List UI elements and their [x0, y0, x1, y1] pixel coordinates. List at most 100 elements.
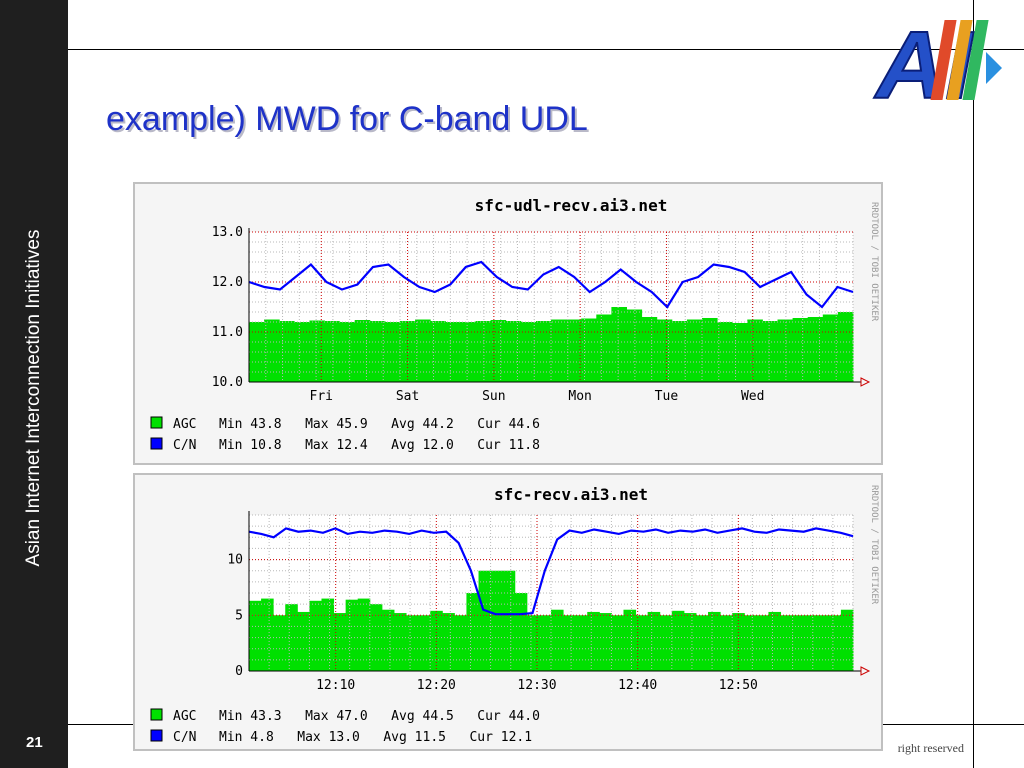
x-tick-label: 12:40 [618, 678, 657, 693]
agc-area-bar [442, 613, 455, 671]
legend-series-name: C/N [173, 438, 196, 453]
agc-area-bar [339, 322, 356, 382]
copyright-notice: right reserved [897, 741, 964, 755]
agc-area-bar [393, 613, 407, 671]
agc-area-bar [635, 615, 649, 671]
agc-area-bar [804, 615, 818, 671]
agc-area-bar [656, 319, 673, 382]
rrd-graph-recv: 0 5 10 12:10 12:20 12:30 12:40 12:50 sfc-recv.ai… [133, 473, 883, 751]
agc-area-bar [747, 319, 763, 382]
legend-swatch [150, 729, 163, 742]
y-tick-label: 13.0 [212, 225, 243, 240]
agc-area-bar [623, 609, 637, 671]
agc-area-bar [381, 609, 395, 671]
right-rule [973, 0, 974, 768]
agc-area-bar [686, 319, 703, 382]
legend-swatch [150, 708, 163, 721]
agc-area-bar [671, 321, 688, 382]
agc-area-bar [828, 615, 842, 671]
agc-area-bar [611, 615, 624, 671]
sidebar: Asian Internet Interconnection Initiativ… [0, 0, 68, 768]
agc-area-bar [732, 323, 748, 382]
x-tick-label: Tue [655, 389, 679, 404]
page-number: 21 [26, 734, 43, 751]
x-tick-label: Wed [741, 389, 764, 404]
cn-line [248, 527, 854, 616]
rrdtool-watermark: RRDTOOL / TOBI OETIKER [869, 202, 879, 322]
agc-area-bar [647, 611, 661, 671]
chart-title: sfc-recv.ai3.net [494, 485, 648, 504]
x-tick-label: Mon [568, 389, 591, 404]
y-tick-label: 10.0 [212, 375, 243, 390]
agc-area-bar [762, 321, 778, 382]
agc-area-bar [384, 322, 401, 382]
cn-line [248, 260, 854, 309]
agc-area-bar [641, 317, 658, 382]
agc-area-bar [840, 609, 854, 671]
y-tick-label: 0 [235, 664, 243, 679]
agc-area-bar [611, 307, 627, 382]
agc-area-bar [599, 613, 612, 671]
agc-area-bar [683, 613, 697, 671]
agc-area-bar [695, 615, 709, 671]
slide-title: example) MWD for C-band UDL [106, 100, 588, 138]
agc-area-bar [406, 615, 419, 671]
rrdtool-watermark: RRDTOOL / TOBI OETIKER [869, 485, 879, 605]
agc-area-bar [792, 318, 809, 382]
agc-area-bar [418, 615, 431, 671]
agc-area-bar [563, 615, 576, 671]
agc-area-bar [671, 610, 685, 671]
legend-swatch [150, 416, 163, 429]
chart-udl: 10.0 11.0 12.0 13.0 Fri Sat Sun Mon Tue Wed sfc-ud… [150, 196, 879, 453]
x-axis-arrow [860, 666, 871, 676]
agc-area-bar [490, 320, 507, 382]
agc-area-bar [309, 320, 325, 382]
x-tick-label: Sun [482, 389, 505, 404]
agc-area-bar [708, 611, 721, 671]
agc-area-bar [345, 599, 359, 671]
agc-area-bar [551, 609, 564, 671]
agc-area-bar [261, 598, 274, 671]
x-tick-label: 12:10 [316, 678, 355, 693]
agc-area-bar [816, 615, 830, 671]
agc-area-bar [478, 570, 492, 671]
legend-stats: Min 10.8 Max 12.4 Avg 12.0 Cur 11.8 [219, 438, 540, 453]
agc-area-bar [466, 593, 480, 671]
organization-name: Asian Internet Interconnection Initiativ… [23, 229, 44, 567]
agc-area-bar [514, 593, 528, 671]
agc-area-bar [659, 615, 673, 671]
agc-area-bar [294, 322, 310, 382]
x-tick-label: 12:30 [517, 678, 556, 693]
legend-series-name: C/N [173, 730, 196, 745]
agc-area-bar [720, 615, 733, 671]
agc-area-bar [732, 613, 745, 671]
agc-area-bar [430, 610, 443, 671]
y-tick-label: 11.0 [212, 325, 243, 340]
legend-series-name: AGC [173, 709, 196, 724]
agc-area-bar [324, 321, 341, 382]
agc-area-bar [807, 317, 824, 382]
agc-area-bar [575, 615, 588, 671]
agc-area-bar [279, 321, 295, 382]
agc-area-bar [249, 322, 265, 382]
agc-area-bar [309, 600, 322, 671]
agc-area-bar [744, 615, 757, 671]
legend-swatch [150, 437, 163, 450]
agc-area-bar [551, 319, 567, 382]
x-axis-arrow [860, 377, 871, 387]
agc-area-bar [400, 321, 416, 382]
chart-title: sfc-udl-recv.ai3.net [475, 196, 668, 215]
organization-logo: AI [873, 12, 1002, 108]
agc-area-bar [273, 615, 286, 671]
agc-area-bar [822, 314, 839, 382]
agc-area-bar [357, 598, 371, 671]
agc-area-bar [626, 309, 643, 382]
agc-area-bar [321, 598, 335, 671]
agc-area-bar [369, 321, 386, 382]
agc-area-bar [587, 611, 600, 671]
agc-area-bar [415, 319, 431, 382]
agc-area-bar [768, 611, 782, 671]
agc-area-bar [538, 615, 552, 671]
x-tick-label: Sat [396, 389, 419, 404]
y-tick-label: 12.0 [212, 275, 243, 290]
